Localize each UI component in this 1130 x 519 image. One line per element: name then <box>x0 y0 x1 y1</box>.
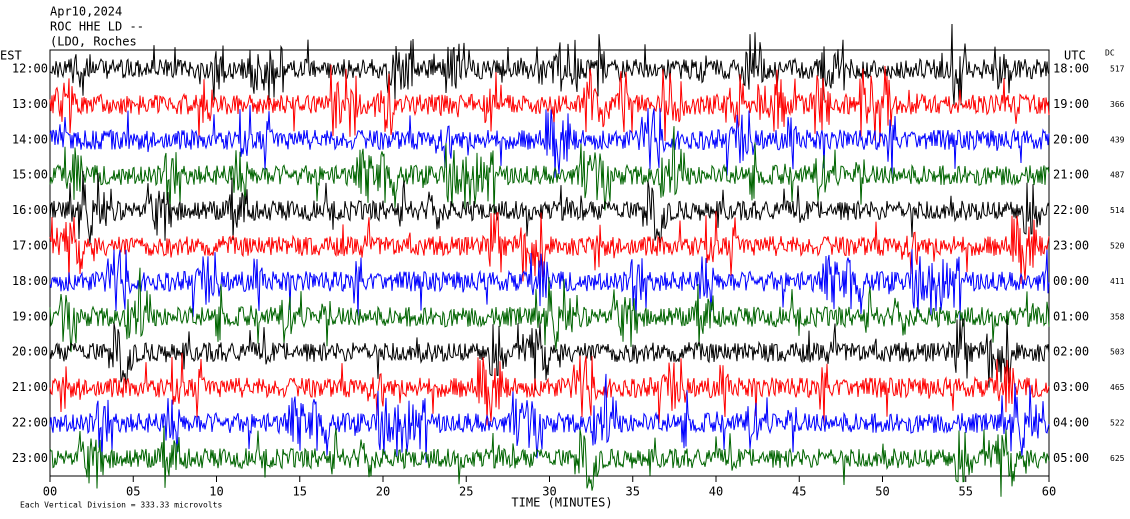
utc-label: 03:00 <box>1053 380 1089 394</box>
utc-label: 19:00 <box>1053 97 1089 111</box>
dc-value: 366 <box>1110 100 1125 109</box>
x-tick-label: 00 <box>43 485 57 499</box>
est-label: 21:00 <box>12 380 48 394</box>
utc-label: 00:00 <box>1053 274 1089 288</box>
utc-label: 20:00 <box>1053 132 1089 146</box>
dc-value: 625 <box>1110 454 1125 463</box>
dc-value: 503 <box>1110 348 1125 357</box>
dc-value: 439 <box>1110 135 1125 144</box>
dc-title: DC <box>1105 49 1115 58</box>
trace <box>49 318 1050 391</box>
trace <box>49 64 1050 143</box>
est-label: 17:00 <box>12 239 48 253</box>
dc-value: 411 <box>1110 277 1125 286</box>
est-label: 18:00 <box>12 274 48 288</box>
utc-label: 02:00 <box>1053 345 1089 359</box>
x-tick-label: 15 <box>293 485 307 499</box>
trace <box>49 425 1050 497</box>
x-tick-label: 35 <box>626 485 640 499</box>
x-tick-label: 30 <box>542 485 556 499</box>
x-tick-label: 10 <box>209 485 223 499</box>
dc-value: 358 <box>1110 312 1125 321</box>
x-tick-label: 45 <box>792 485 806 499</box>
trace <box>49 23 1050 106</box>
est-label: 20:00 <box>12 345 48 359</box>
x-tick-label: 55 <box>959 485 973 499</box>
est-label: 12:00 <box>12 62 48 76</box>
utc-label: 05:00 <box>1053 451 1089 465</box>
left-axis-title: EST <box>0 49 22 63</box>
est-label: 15:00 <box>12 168 48 182</box>
trace <box>49 352 1050 426</box>
trace <box>49 373 1050 463</box>
right-axis-title: UTC <box>1064 49 1086 63</box>
x-tick-label: 50 <box>875 485 889 499</box>
trace <box>49 105 1050 178</box>
x-tick-label: 60 <box>1042 485 1056 499</box>
utc-label: 04:00 <box>1053 416 1089 430</box>
header-line: ROC HHE LD -- <box>50 20 144 34</box>
dc-value: 520 <box>1110 242 1125 251</box>
trace <box>49 211 1050 285</box>
dc-value: 517 <box>1110 65 1125 74</box>
utc-label: 23:00 <box>1053 239 1089 253</box>
est-label: 14:00 <box>12 132 48 146</box>
x-axis-label: TIME (MINUTES) <box>511 496 612 510</box>
est-label: 22:00 <box>12 416 48 430</box>
utc-label: 01:00 <box>1053 309 1089 323</box>
est-label: 19:00 <box>12 309 48 323</box>
header-line: (LDO, Roches <box>50 35 137 49</box>
trace <box>49 267 1050 353</box>
x-tick-label: 25 <box>459 485 473 499</box>
utc-label: 22:00 <box>1053 203 1089 217</box>
footer: Each Vertical Division = 333.33 microvol… <box>20 501 222 510</box>
utc-label: 18:00 <box>1053 62 1089 76</box>
x-tick-label: 40 <box>709 485 723 499</box>
trace <box>49 170 1050 244</box>
dc-value: 514 <box>1110 206 1125 215</box>
est-label: 16:00 <box>12 203 48 217</box>
x-tick-label: 05 <box>126 485 140 499</box>
dc-value: 522 <box>1110 419 1125 428</box>
est-label: 13:00 <box>12 97 48 111</box>
trace <box>49 126 1050 215</box>
dc-value: 487 <box>1110 171 1125 180</box>
dc-value: 465 <box>1110 383 1125 392</box>
est-label: 23:00 <box>12 451 48 465</box>
header-line: Apr10,2024 <box>50 5 122 19</box>
utc-label: 21:00 <box>1053 168 1089 182</box>
x-tick-label: 20 <box>376 485 390 499</box>
